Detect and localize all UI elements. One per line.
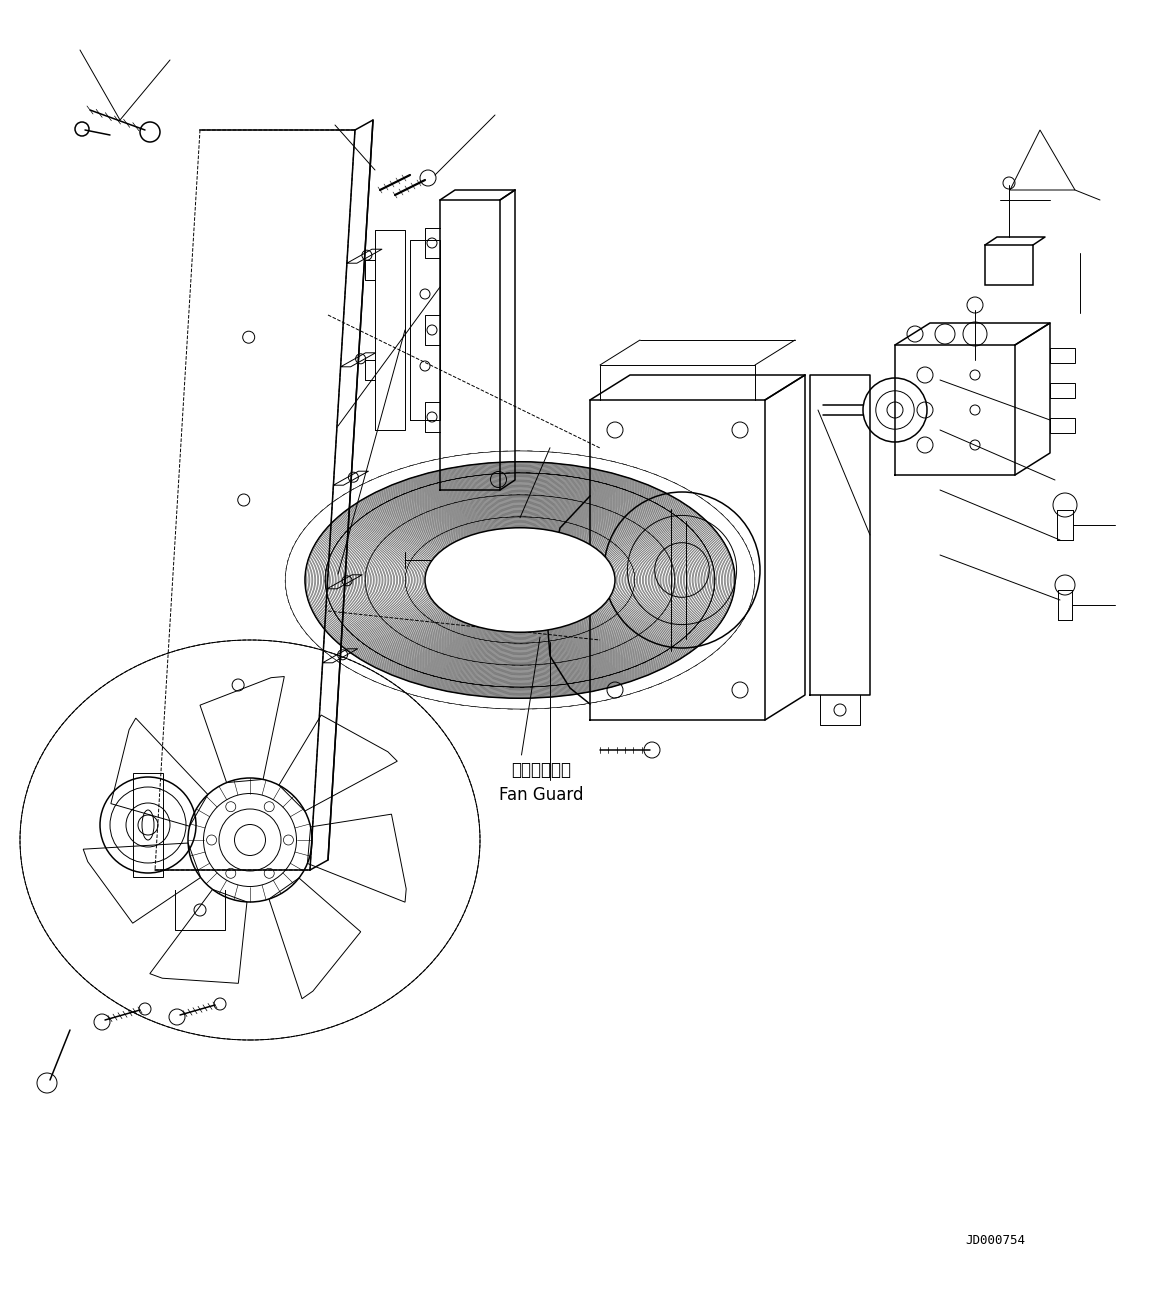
Ellipse shape xyxy=(424,528,615,632)
Bar xyxy=(1050,348,1075,363)
Text: Fan Guard: Fan Guard xyxy=(499,785,584,804)
Text: JD000754: JD000754 xyxy=(965,1234,1025,1247)
Text: ファンガード: ファンガード xyxy=(512,761,571,779)
Bar xyxy=(1050,384,1075,398)
Bar xyxy=(1050,418,1075,433)
